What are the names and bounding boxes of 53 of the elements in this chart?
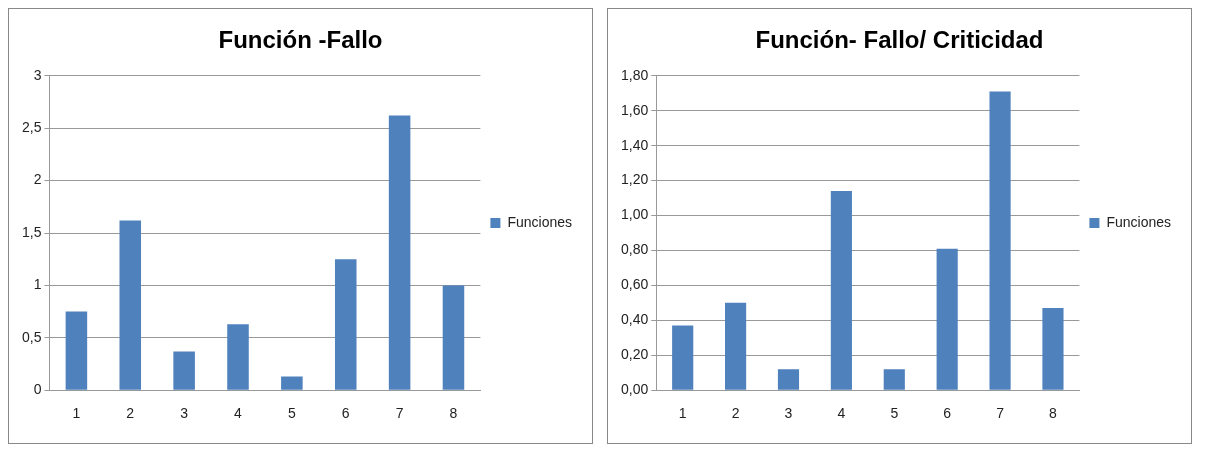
bar xyxy=(388,115,411,390)
y-tick-label: 0,80 xyxy=(621,241,649,258)
y-tick-label: 1,20 xyxy=(621,171,649,188)
y-tick-label: 0,5 xyxy=(21,328,42,345)
bar xyxy=(65,311,88,390)
x-tick-label: 6 xyxy=(341,405,350,422)
y-tick-label: 1,00 xyxy=(621,206,649,223)
x-tick-label: 5 xyxy=(287,405,296,422)
x-tick-label: 8 xyxy=(1049,405,1058,422)
y-tick-label: 0,20 xyxy=(621,346,649,363)
bar xyxy=(830,191,852,390)
y-tick-label: 1,60 xyxy=(621,101,649,118)
x-tick-label: 5 xyxy=(890,405,899,422)
x-tick-label: 1 xyxy=(72,405,81,422)
legend-label: Funciones xyxy=(507,213,572,230)
x-tick-label: 7 xyxy=(996,405,1005,422)
y-tick-label: 1,5 xyxy=(21,223,42,240)
y-tick-label: 0,00 xyxy=(621,381,649,398)
y-tick-label: 2,5 xyxy=(21,119,42,136)
y-tick-label: 1 xyxy=(33,276,42,293)
x-tick-label: 1 xyxy=(678,405,687,422)
y-tick-label: 0 xyxy=(33,381,42,398)
y-tick-label: 3 xyxy=(33,66,42,83)
bar xyxy=(725,302,747,390)
bar xyxy=(936,248,958,390)
bar xyxy=(281,376,303,390)
y-tick-label: 2 xyxy=(33,171,42,188)
y-tick-label: 0,60 xyxy=(621,276,649,293)
bar xyxy=(672,325,694,390)
x-tick-label: 2 xyxy=(126,405,135,422)
bar xyxy=(989,91,1011,390)
bar xyxy=(173,351,195,390)
x-tick-label: 6 xyxy=(943,405,952,422)
x-tick-label: 3 xyxy=(180,405,189,422)
bar xyxy=(227,324,249,390)
legend-label: Funciones xyxy=(1106,213,1171,230)
x-tick-label: 4 xyxy=(234,405,243,422)
x-tick-label: 8 xyxy=(449,405,458,422)
x-tick-label: 2 xyxy=(731,405,740,422)
chart-title: Función- Fallo/ Criticidad xyxy=(755,26,1044,54)
x-tick-label: 7 xyxy=(395,405,404,422)
bar xyxy=(777,369,800,390)
y-tick-label: 1,40 xyxy=(621,136,649,153)
bar xyxy=(334,259,357,390)
chart-title: Función -Fallo xyxy=(218,26,383,54)
bar xyxy=(883,369,905,390)
bar xyxy=(1042,308,1064,390)
bar xyxy=(119,220,142,390)
x-tick-label: 4 xyxy=(837,405,846,422)
x-tick-label: 3 xyxy=(784,405,793,422)
y-tick-label: 0,40 xyxy=(621,311,649,328)
bar xyxy=(442,285,465,390)
y-tick-label: 1,80 xyxy=(621,66,649,83)
